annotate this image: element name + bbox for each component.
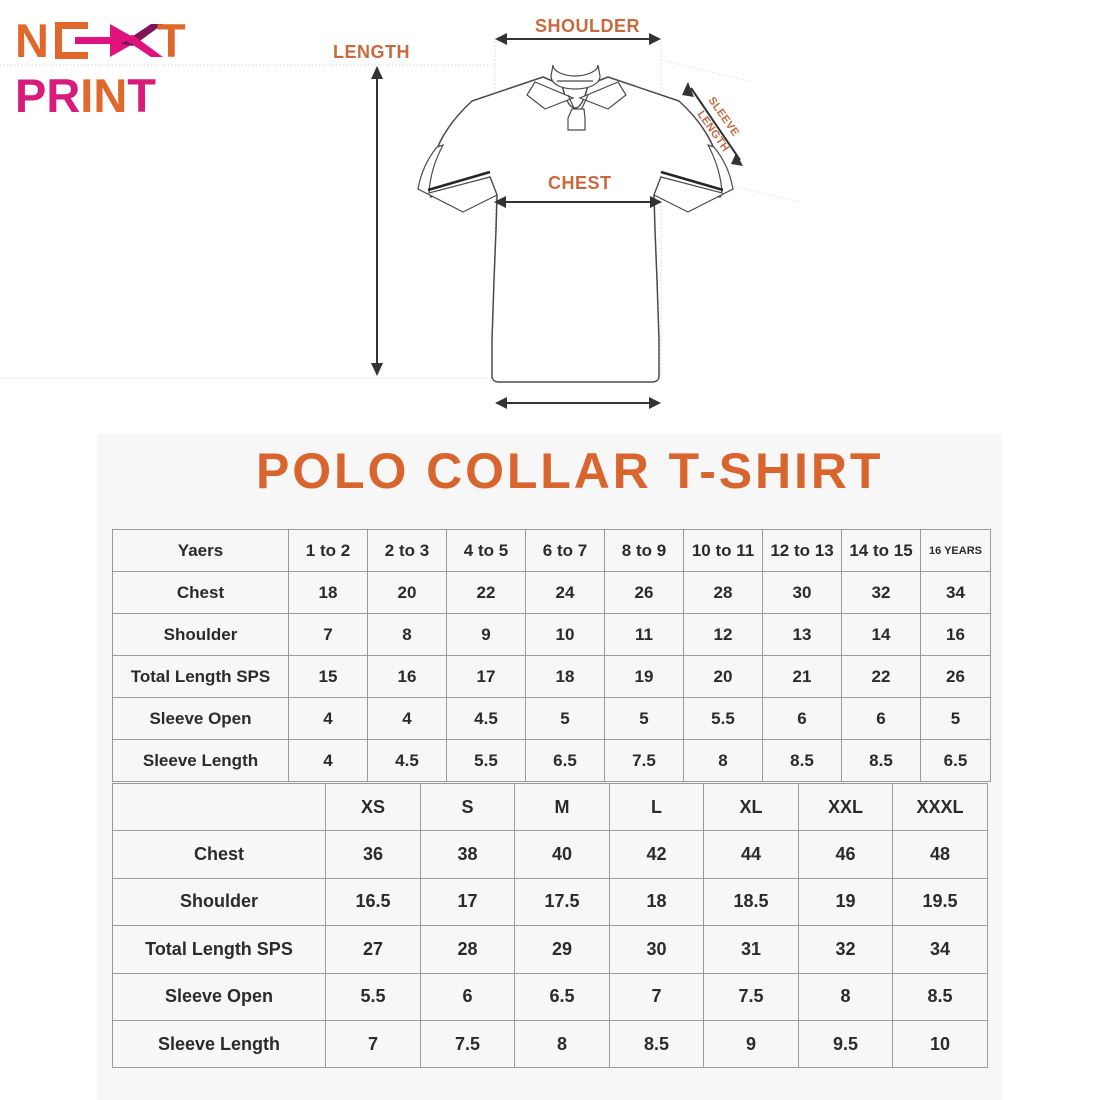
- svg-text:CHEST: CHEST: [548, 173, 612, 193]
- svg-text:SHOULDER: SHOULDER: [535, 16, 640, 36]
- svg-text:LENGTH: LENGTH: [333, 42, 410, 62]
